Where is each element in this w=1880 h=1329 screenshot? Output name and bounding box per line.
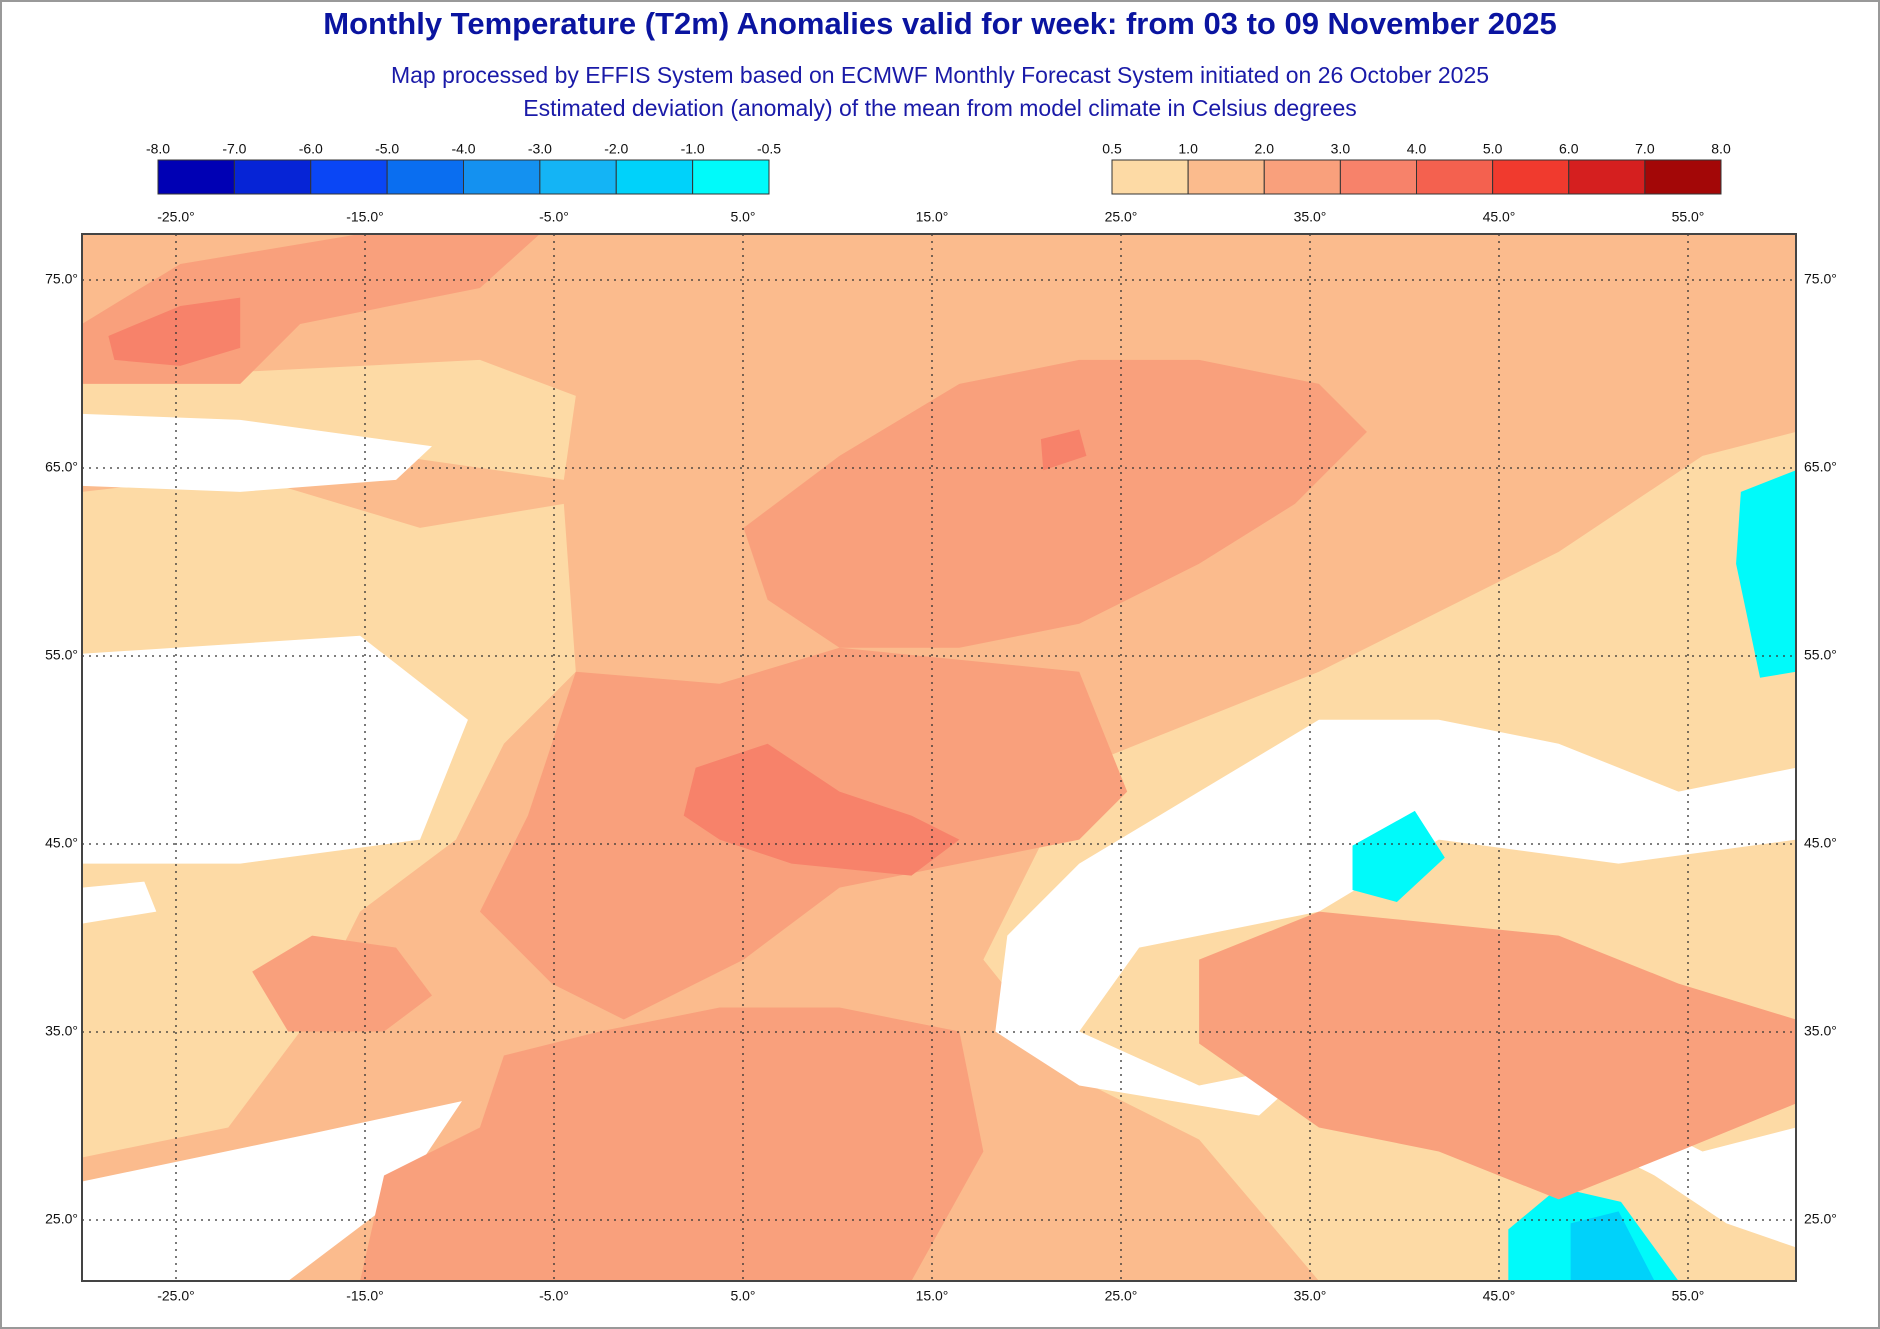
latitude-label: 75.0° (45, 271, 78, 287)
colorbar-label: -3.0 (528, 141, 552, 157)
no-signal-area (995, 719, 1796, 1116)
longitude-label: -25.0° (157, 1288, 195, 1304)
colorbar-segment (386, 159, 464, 195)
latitude-label: 35.0° (1804, 1023, 1837, 1039)
colorbar-label: -7.0 (222, 141, 246, 157)
colorbar-label: 6.0 (1559, 141, 1579, 157)
colorbar-label: -8.0 (146, 141, 170, 157)
colorbar-segment (692, 159, 770, 195)
longitude-label: 15.0° (916, 1288, 949, 1304)
colorbar-segment (1568, 159, 1646, 195)
colorbar-label: 8.0 (1711, 141, 1731, 157)
colorbar-segment (310, 159, 388, 195)
colorbar-label: 2.0 (1255, 141, 1275, 157)
colorbar-segment (1263, 159, 1341, 195)
anomaly-area (743, 359, 1367, 648)
longitude-label: -15.0° (346, 1288, 384, 1304)
colorbar-label: 7.0 (1635, 141, 1655, 157)
latitude-label: 35.0° (45, 1023, 78, 1039)
colorbar-label: 5.0 (1483, 141, 1503, 157)
no-signal-area (82, 413, 432, 492)
latitude-label: 65.0° (45, 459, 78, 475)
longitude-label: 45.0° (1483, 209, 1516, 225)
cold-anomaly-area (1736, 470, 1796, 678)
cold-anomaly-area (1570, 1211, 1655, 1281)
longitude-label: 25.0° (1105, 1288, 1138, 1304)
longitude-label: -5.0° (539, 209, 569, 225)
longitude-label: 35.0° (1294, 1288, 1327, 1304)
colorbar-label: -4.0 (451, 141, 475, 157)
colorbar-label: 3.0 (1331, 141, 1351, 157)
title: Monthly Temperature (T2m) Anomalies vali… (323, 6, 1556, 41)
colorbar-segment (1492, 159, 1570, 195)
colorbar-label: 4.0 (1407, 141, 1427, 157)
longitude-label: -25.0° (157, 209, 195, 225)
colorbar-segment (1187, 159, 1265, 195)
anomaly-area (82, 359, 576, 480)
longitude-label: 15.0° (916, 209, 949, 225)
colorbar-segment (615, 159, 694, 195)
anomaly-area (1199, 911, 1796, 1200)
cold-anomaly-area (1352, 810, 1445, 903)
longitude-label: 5.0° (730, 1288, 755, 1304)
colorbar-label: -1.0 (681, 141, 705, 157)
longitude-label: -5.0° (539, 1288, 569, 1304)
latitude-label: 45.0° (45, 835, 78, 851)
latitude-label: 55.0° (45, 647, 78, 663)
no-signal-area (82, 881, 157, 924)
subtitle: Estimated deviation (anomaly) of the mea… (523, 95, 1357, 121)
no-signal-area (82, 635, 468, 864)
anomaly-area (252, 935, 432, 1032)
map (82, 234, 1796, 1281)
colorbar-label: -0.5 (757, 141, 781, 157)
map-frame (81, 233, 1797, 1282)
anomaly-area (1040, 429, 1087, 471)
colorbar-segment (1416, 159, 1494, 195)
longitude-label: 35.0° (1294, 209, 1327, 225)
colorbar-segment (1111, 159, 1189, 195)
longitude-label: -15.0° (346, 209, 384, 225)
latitude-label: 25.0° (1804, 1211, 1837, 1227)
axes: -25.0° -25.0° -15.0° -15.0° -5.0° -5.0° 5.0° 5.… (45, 209, 1837, 1304)
colorbar-segment (1339, 159, 1417, 195)
colorbar-label: -6.0 (299, 141, 323, 157)
colorbar-label: 1.0 (1178, 141, 1198, 157)
longitude-label: 25.0° (1105, 209, 1138, 225)
anomaly-area (108, 297, 241, 366)
colorbar-label: -5.0 (375, 141, 399, 157)
subtitle: Map processed by EFFIS System based on E… (391, 62, 1489, 88)
colorbar-segment (1644, 159, 1722, 195)
colorbar-segment (233, 159, 312, 195)
longitude-label: 5.0° (730, 209, 755, 225)
latitude-label: 55.0° (1804, 647, 1837, 663)
latitude-label: 65.0° (1804, 459, 1837, 475)
legend: -8.0 -7.0 -6.0 -5.0 -4.0 -3.0 -2.0 -1.0 -0.5 0.5 1… (146, 141, 1731, 195)
longitude-label: 55.0° (1672, 1288, 1705, 1304)
anomaly-area (360, 1007, 984, 1281)
colorbar-label: 0.5 (1102, 141, 1122, 157)
no-signal-area (82, 1101, 462, 1281)
longitude-label: 55.0° (1672, 209, 1705, 225)
colorbar-segment (463, 159, 541, 195)
colorbar-label: -2.0 (604, 141, 628, 157)
latitude-label: 75.0° (1804, 271, 1837, 287)
graticule (82, 234, 1796, 1281)
latitude-label: 25.0° (45, 1211, 78, 1227)
longitude-label: 45.0° (1483, 1288, 1516, 1304)
latitude-label: 45.0° (1804, 835, 1837, 851)
colorbar-segment (539, 159, 617, 195)
colorbar-segment (157, 159, 235, 195)
anomaly-area (683, 743, 960, 876)
